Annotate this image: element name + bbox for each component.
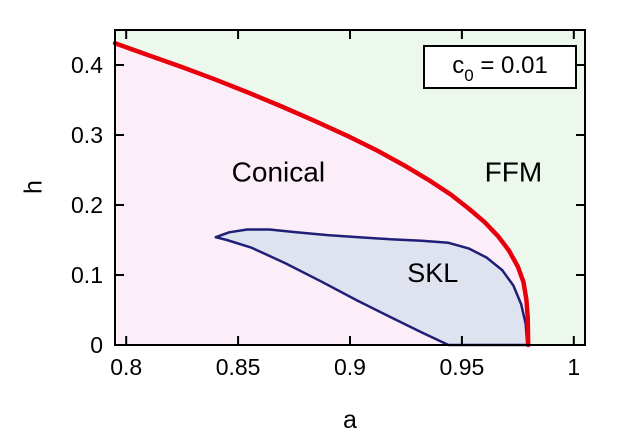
y-axis-label: h — [19, 180, 48, 194]
y-tick-label: 0.2 — [71, 192, 103, 218]
region-label-skl: SKL — [407, 258, 458, 288]
y-tick-label: 0.3 — [71, 122, 103, 148]
region-label-conical: Conical — [232, 157, 325, 188]
region-skl — [214, 228, 529, 347]
y-tick-label: 0 — [90, 332, 103, 358]
y-tick-label: 0.1 — [71, 262, 103, 288]
region-label-ffm: FFM — [485, 157, 543, 188]
x-tick-label: 0.8 — [110, 354, 142, 380]
conical-ffm-boundary-line — [112, 41, 531, 348]
annotation-prefix: c — [452, 52, 465, 80]
x-tick-label: 0.85 — [216, 354, 261, 380]
annotation-rest: = 0.01 — [473, 52, 548, 80]
annotation-subscript: 0 — [464, 65, 474, 85]
x-tick-label: 1 — [567, 354, 580, 380]
x-axis-label: a — [343, 406, 357, 434]
x-tick-label: 0.9 — [334, 354, 366, 380]
x-tick-label: 0.95 — [440, 354, 485, 380]
annotation-text: c0 = 0.01 — [452, 52, 548, 85]
annotation-box: c0 = 0.01 — [423, 45, 577, 89]
y-tick-label: 0.4 — [71, 52, 103, 78]
